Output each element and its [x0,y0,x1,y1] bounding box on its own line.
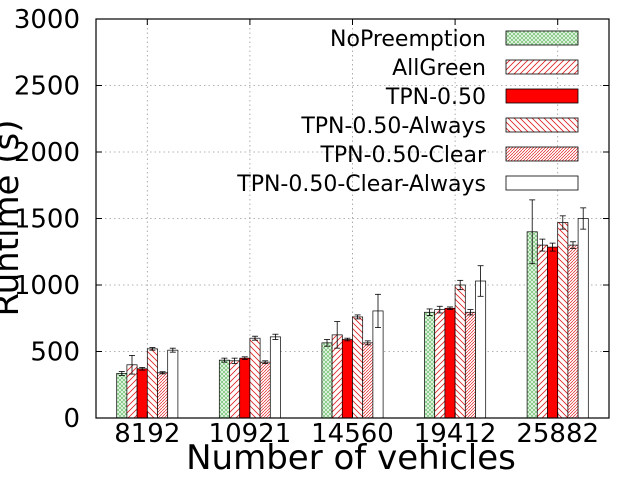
bar [567,244,579,419]
legend-label: TPN-0.50 [385,85,486,110]
bar [116,373,128,419]
legend-label: TPN-0.50-Always [300,114,486,139]
bar [341,339,353,419]
bar [269,336,281,419]
bar [434,309,446,419]
bar [424,311,436,419]
bar-group [424,265,487,419]
bar [362,342,374,419]
legend-swatch [505,30,579,46]
y-tick-label: 2000 [14,138,80,168]
legend-item: TPN-0.50-Clear [319,143,579,168]
x-axis-title: Number of vehicles [186,438,516,478]
bar [557,222,569,419]
bar [464,311,476,419]
legend-label: TPN-0.50-Clear-Always [236,172,486,197]
x-tick-label: 10921 [209,419,292,449]
legend-item: TPN-0.50 [385,85,579,110]
bar [239,357,251,419]
legend-swatch [505,117,579,133]
bar-group [116,347,179,419]
legend-swatch [505,59,579,75]
bar [218,359,230,419]
x-tick-label: 25882 [516,419,599,449]
legend-item: NoPreemption [330,27,579,52]
legend-label: TPN-0.50-Clear [319,143,487,168]
bar [229,360,241,419]
bar [249,337,261,419]
bar [136,368,148,419]
bar [259,361,271,419]
bar [577,218,589,419]
x-tick-label: 14560 [311,419,394,449]
legend-label: NoPreemption [330,27,486,52]
x-tick-label: 19412 [414,419,497,449]
bar [547,246,559,419]
legend-item: AllGreen [392,56,579,81]
bar [536,244,548,419]
legend: NoPreemption AllGreen TPN-0.50 TPN-0.50-Alw… [236,27,579,197]
y-tick-label: 2500 [14,72,80,102]
bar [475,280,487,419]
legend-label: AllGreen [392,56,486,81]
x-tick-label: 8192 [114,419,180,449]
bar [157,372,169,419]
bar [146,348,158,419]
legend-item: TPN-0.50-Clear-Always [236,172,579,197]
legend-swatch [505,146,579,162]
bar-group [218,333,281,419]
grid-lines [96,19,609,418]
legend-item: TPN-0.50-Always [300,114,579,139]
bar-group [526,199,589,419]
bar [167,349,179,419]
y-tick-label: 1500 [14,205,80,235]
bar [454,284,466,419]
y-tick-label: 0 [63,404,80,434]
legend-swatch [505,175,579,191]
y-axis-title: Runtime (s) [0,119,27,316]
bar-groups [116,199,589,419]
bar [352,316,364,419]
axis-ticks: 0 500 1000 1500 2000 2500 3000 8192 10921 14560 19… [14,5,609,449]
bar [444,307,456,419]
y-tick-label: 1000 [14,271,80,301]
legend-swatch [505,88,579,104]
y-tick-label: 500 [30,338,80,368]
bar [321,342,333,419]
y-tick-label: 3000 [14,5,80,35]
